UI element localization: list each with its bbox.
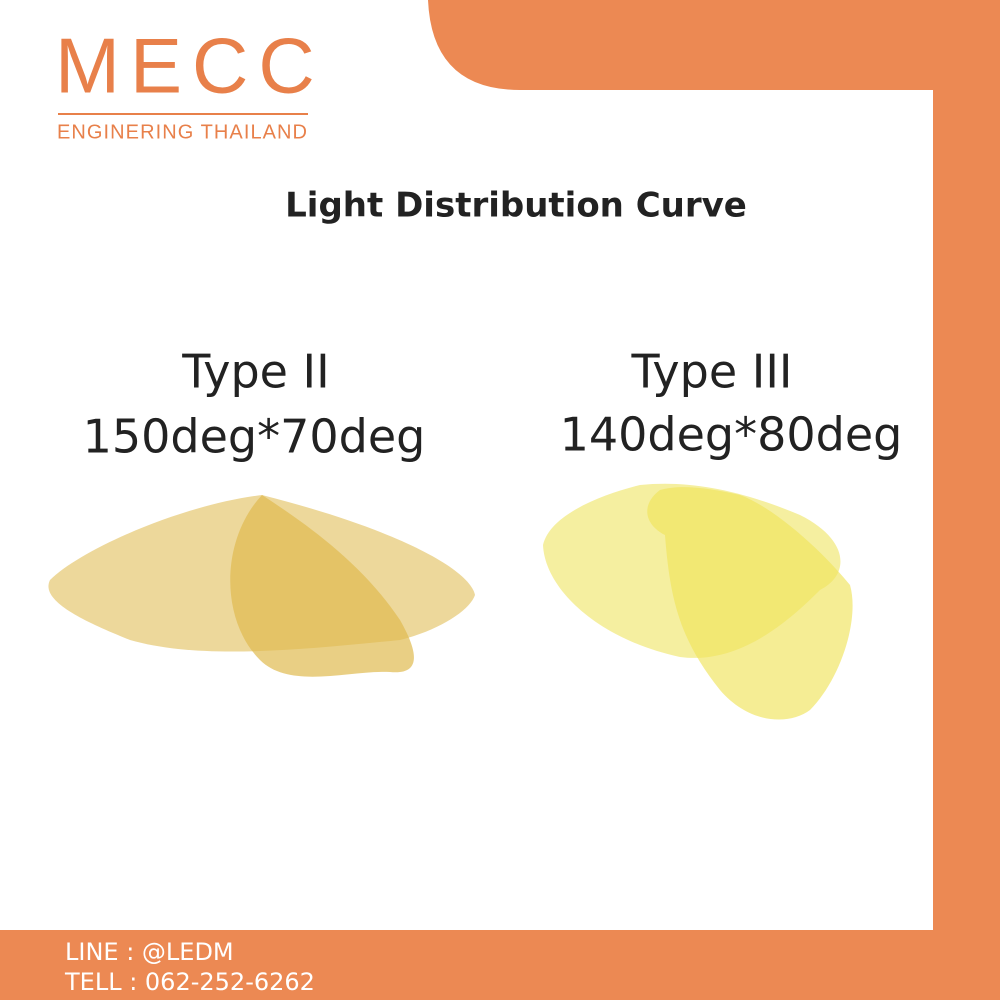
type-name: Type III <box>631 345 793 399</box>
content-area <box>0 0 933 930</box>
type-name: Type II <box>181 345 329 399</box>
title: Light Distribution Curve <box>285 186 747 226</box>
type-iii-curve <box>543 483 853 720</box>
type-angles: 140deg*80deg <box>560 408 903 462</box>
type-ii-curve <box>48 495 475 677</box>
curve-lobe <box>230 495 414 677</box>
logo-name: MECC <box>55 22 325 110</box>
logo-tagline: ENGINERING THAILAND <box>57 121 307 143</box>
type-angles: 150deg*70deg <box>83 410 426 464</box>
contact-line: LINE : @LEDM <box>65 938 234 966</box>
curve-lobe <box>647 487 853 720</box>
contact-tell: TELL : 062-252-6262 <box>64 968 315 996</box>
